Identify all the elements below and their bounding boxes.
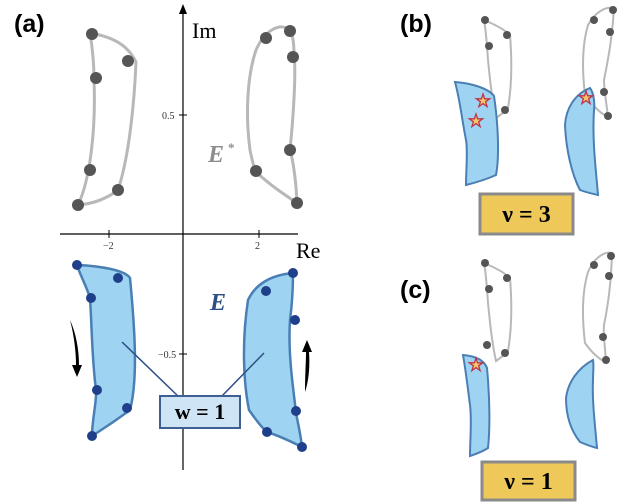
b-right-gray-points (590, 6, 617, 120)
spectrum-point (86, 293, 96, 303)
spectrum-point (605, 272, 613, 280)
b-left-blue-band (453, 80, 500, 187)
b-index-label: ν = 3 (501, 202, 550, 228)
y-axis-title: Im (192, 18, 216, 43)
c-index-badge (480, 460, 577, 502)
spectrum-point (122, 403, 132, 413)
clockwise-arrow-icon (70, 320, 82, 377)
spectrum-point (290, 315, 300, 325)
panel-a-label: (a) (14, 10, 45, 38)
spectrum-point (261, 286, 271, 296)
spectrum-point (600, 88, 608, 96)
spectrum-point (72, 260, 82, 270)
winding-number-box (159, 395, 241, 429)
star-icon (467, 355, 485, 373)
spectrum-point (84, 164, 96, 176)
spectrum-point (112, 184, 124, 196)
spectrum-point (287, 51, 299, 63)
e-right-band (242, 271, 304, 450)
b-stars (467, 88, 595, 129)
spectrum-point (485, 285, 493, 293)
y-tick-label-0-5: 0.5 (162, 111, 175, 122)
spectrum-point (590, 16, 598, 24)
c-right-gray-points (590, 252, 615, 364)
spectrum-point (297, 442, 307, 452)
spectrum-point (485, 42, 493, 50)
panel-a: (a) −2 2 0.5 −0.5 Im Re (14, 4, 320, 470)
c-right-gray-loop (582, 251, 614, 364)
star-icon (577, 88, 595, 106)
b-right-blue-band (563, 86, 600, 197)
c-left-blue-band (461, 353, 491, 458)
spectrum-point (90, 72, 102, 84)
spectrum-point (260, 32, 272, 44)
spectrum-point (291, 406, 301, 416)
panel-c-label: (c) (400, 276, 431, 304)
spectrum-point (602, 356, 610, 364)
e-left-points (72, 260, 132, 441)
spectrum-point (503, 31, 511, 39)
x-tick-label-neg2: −2 (103, 241, 114, 252)
b-right-gray-loop (582, 6, 616, 119)
e-conjugate-right-points (250, 25, 303, 209)
c-right-blue-band (564, 358, 599, 450)
spectrum-point (483, 341, 491, 349)
e-conjugate-label: E (207, 142, 224, 168)
spectrum-point (599, 333, 607, 341)
panel-b-label: (b) (400, 10, 432, 38)
spectrum-point (284, 25, 296, 37)
spectrum-point (481, 259, 489, 267)
x-axis-title: Re (296, 238, 320, 263)
spectrum-point (503, 274, 511, 282)
counterclockwise-arrow-icon (302, 340, 312, 392)
spectrum-point (481, 16, 489, 24)
spectrum-point (609, 6, 617, 14)
spectrum-point (284, 144, 296, 156)
c-index-label: ν = 1 (503, 469, 552, 495)
spectrum-point (501, 349, 509, 357)
spectrum-point (87, 431, 97, 441)
winding-number-label: w = 1 (175, 399, 225, 424)
e-conjugate-right-loop (246, 25, 299, 206)
spectrum-point (501, 106, 509, 114)
e-right-points (261, 268, 307, 452)
spectrum-point (606, 28, 614, 36)
spectrum-point (92, 385, 102, 395)
spectrum-point (113, 273, 123, 283)
star-icon (467, 111, 485, 129)
spectrum-point (86, 28, 98, 40)
spectrum-point (122, 55, 134, 67)
panel-b: (b) ν = 3 (400, 6, 617, 236)
spectrum-point (262, 427, 272, 437)
spectrum-point (607, 252, 615, 260)
spectrum-point (250, 165, 262, 177)
y-axis-arrow (179, 4, 187, 14)
star-icon (474, 91, 492, 109)
e-conjugate-left-points (72, 28, 134, 211)
e-conjugate-sup: * (228, 140, 235, 155)
spectrum-point (72, 199, 84, 211)
spectrum-point (291, 197, 303, 209)
spectrum-point (288, 268, 298, 278)
x-tick-label-2: 2 (255, 241, 260, 252)
y-tick-label-neg0-5: −0.5 (158, 350, 176, 361)
c-left-gray-points (481, 259, 511, 357)
spectrum-point (604, 112, 612, 120)
spectrum-point (590, 261, 598, 269)
panel-c: (c) ν = 1 (400, 251, 615, 502)
e-label: E (209, 290, 226, 316)
winding-pointer-right (219, 352, 265, 399)
winding-pointer-left (121, 341, 181, 399)
b-index-badge (478, 192, 575, 236)
